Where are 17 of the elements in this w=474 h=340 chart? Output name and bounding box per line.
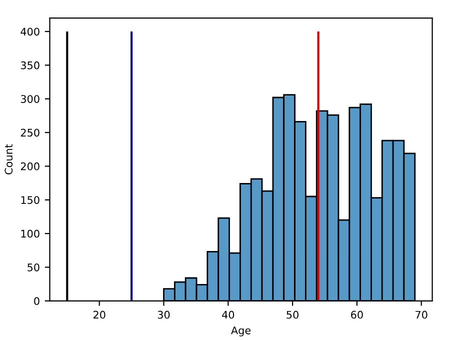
y-tick-label: 100 bbox=[21, 230, 40, 238]
y-tick-label: 200 bbox=[20, 162, 40, 170]
x-tick-label: 60 bbox=[351, 310, 363, 319]
y-axis-title: Count bbox=[4, 144, 13, 174]
x-tick-label: 50 bbox=[286, 310, 298, 319]
y-tick-label: 150 bbox=[21, 196, 40, 204]
y-tick-label: 300 bbox=[20, 95, 40, 103]
y-tick-label: 50 bbox=[28, 263, 40, 272]
x-tick-label: 40 bbox=[222, 310, 234, 319]
y-tick-label: 400 bbox=[20, 28, 40, 36]
x-tick-label: 70 bbox=[416, 310, 428, 319]
x-tick-label: 20 bbox=[93, 310, 106, 319]
x-tick-label: 30 bbox=[158, 310, 170, 319]
x-axis-title: Age bbox=[231, 326, 251, 336]
y-tick-label: 0 bbox=[34, 297, 40, 306]
y-tick-label: 250 bbox=[20, 128, 40, 137]
y-tick-label: 350 bbox=[20, 61, 40, 70]
